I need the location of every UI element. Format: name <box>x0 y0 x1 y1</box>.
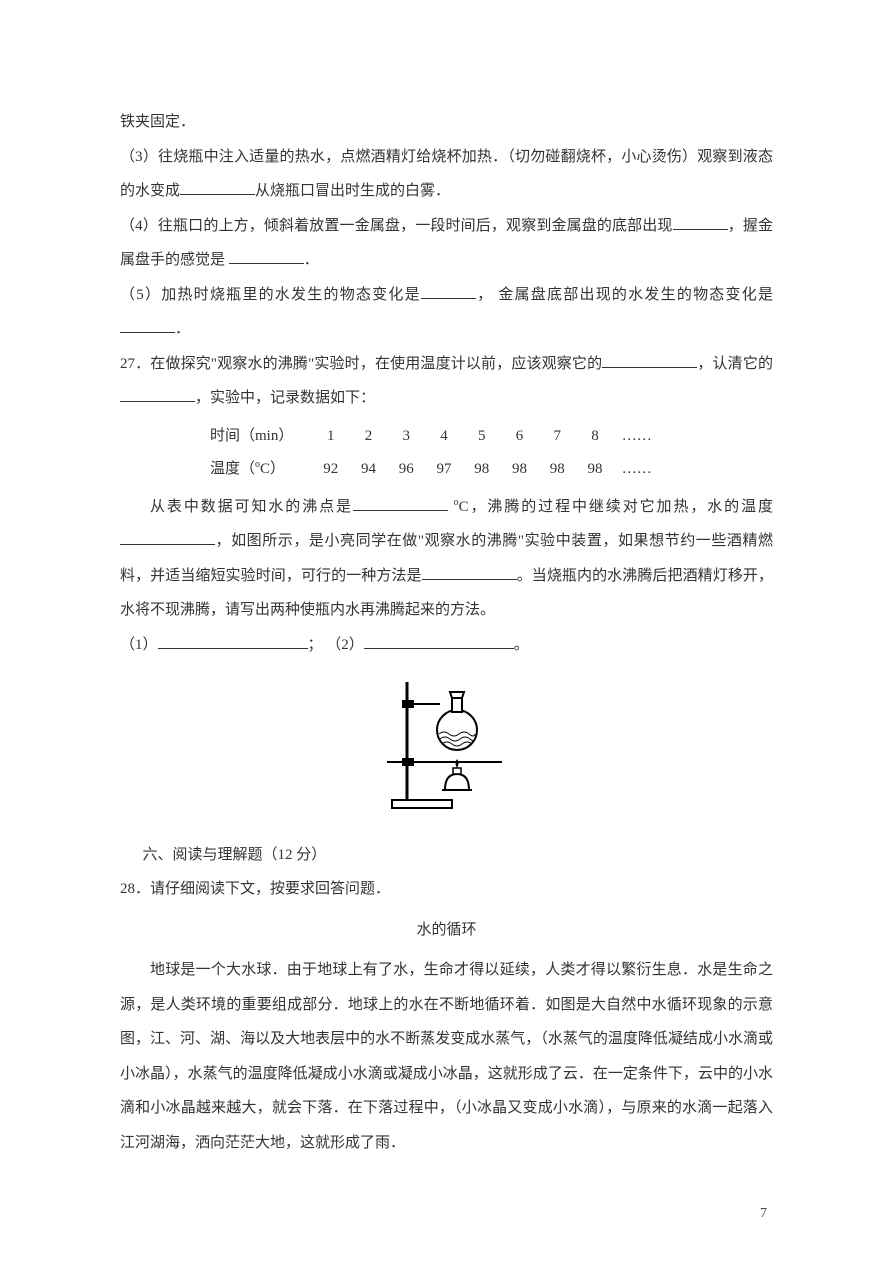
q27-lead-a: 27．在做探究"观察水的沸腾"实验时，在使用温度计以前，应该观察它的 <box>120 356 602 372</box>
blank <box>422 563 517 580</box>
q27-lead-c: ，实验中，记录数据如下： <box>195 390 375 406</box>
th-time: 时间（min） <box>210 420 310 453</box>
td: 6 <box>503 420 537 453</box>
blank <box>353 494 448 511</box>
q26-p5-c: ． <box>175 321 190 337</box>
blank <box>673 213 728 230</box>
passage-body: 地球是一个大水球．由于地球上有了水，生命才得以延续，人类才得以繁衍生息．水是生命… <box>120 953 773 1160</box>
q27-body: 从表中数据可知水的沸点是 oC，沸腾的过程中继续对它加热，水的温度，如图所示，是… <box>120 490 773 628</box>
q26-p4-c: ． <box>304 252 319 268</box>
td: 4 <box>427 420 461 453</box>
q27-body-a: 从表中数据可知水的沸点是 <box>150 499 353 515</box>
td: 98 <box>540 453 574 486</box>
q26-p3: （3）往烧瓶中注入适量的热水，点燃酒精灯给烧杯加热．（切勿碰翻烧杯，小心烫伤）观… <box>120 140 773 209</box>
blank <box>180 179 255 196</box>
td: 8 <box>578 420 612 453</box>
td: 92 <box>314 453 348 486</box>
section-6-heading: 六、阅读与理解题（12 分） <box>120 838 773 873</box>
q27-unit-c: C，沸腾的过程中继续对它加热，水的温度 <box>459 499 773 515</box>
td-ellipsis: …… <box>616 420 666 453</box>
q26-p3-b: 从烧瓶口冒出时生成的白雾． <box>255 183 450 199</box>
blank <box>158 632 308 649</box>
td: 2 <box>352 420 386 453</box>
td-ellipsis: …… <box>616 453 666 486</box>
td: 94 <box>352 453 386 486</box>
q26-p4: （4）往瓶口的上方，倾斜着放置一金属盘，一段时间后，观察到金属盘的底部出现，握金… <box>120 209 773 278</box>
table-row-temp: 温度（oC） 92 94 96 97 98 98 98 98 …… <box>210 453 773 486</box>
q28-lead: 28．请仔细阅读下文，按要求回答问题． <box>120 872 773 907</box>
blank <box>229 248 304 265</box>
page-content: 铁夹固定． （3）往烧瓶中注入适量的热水，点燃酒精灯给烧杯加热．（切勿碰翻烧杯，… <box>0 0 893 1220</box>
q26-p5-a: （5）加热时烧瓶里的水发生的物态变化是 <box>120 287 421 303</box>
blank <box>120 317 175 334</box>
q26-p5: （5）加热时烧瓶里的水发生的物态变化是 ， 金属盘底部出现的水发生的物态变化是 ． <box>120 278 773 347</box>
td: 96 <box>389 453 423 486</box>
blank <box>602 351 697 368</box>
td: 7 <box>540 420 574 453</box>
q27-answers: （1） ； （2） 。 <box>120 628 773 663</box>
q26-p4-a: （4）往瓶口的上方，倾斜着放置一金属盘，一段时间后，观察到金属盘的底部出现 <box>120 218 673 234</box>
blank <box>364 632 514 649</box>
td: 98 <box>578 453 612 486</box>
q27-lead-b: ，认清它的 <box>697 356 773 372</box>
td: 3 <box>389 420 423 453</box>
data-table: 时间（min） 1 2 3 4 5 6 7 8 …… 温度（oC） 92 94 … <box>210 420 773 486</box>
ans1-label: （1） <box>120 637 158 653</box>
table-row-time: 时间（min） 1 2 3 4 5 6 7 8 …… <box>210 420 773 453</box>
th-temp-text: 温度（ <box>210 461 255 477</box>
blank <box>120 529 215 546</box>
q27-lead: 27．在做探究"观察水的沸腾"实验时，在使用温度计以前，应该观察它的 ，认清它的 ，… <box>120 347 773 416</box>
ans-sep: ； （2） <box>308 637 364 653</box>
td: 98 <box>465 453 499 486</box>
unit-c: C） <box>260 461 285 477</box>
td: 1 <box>314 420 348 453</box>
q26-fragment: 铁夹固定． <box>120 105 773 140</box>
page-number: 7 <box>760 1206 767 1222</box>
th-temp: 温度（oC） <box>210 453 310 486</box>
td: 97 <box>427 453 461 486</box>
td: 98 <box>503 453 537 486</box>
figure-apparatus <box>120 672 773 826</box>
blank <box>120 386 195 403</box>
q26-p5-b: ， 金属盘底部出现的水发生的物态变化是 <box>476 287 773 303</box>
passage-title: 水的循环 <box>120 913 773 948</box>
td: 5 <box>465 420 499 453</box>
apparatus-svg <box>372 672 522 812</box>
ans-end: 。 <box>514 637 529 653</box>
blank <box>421 282 476 299</box>
